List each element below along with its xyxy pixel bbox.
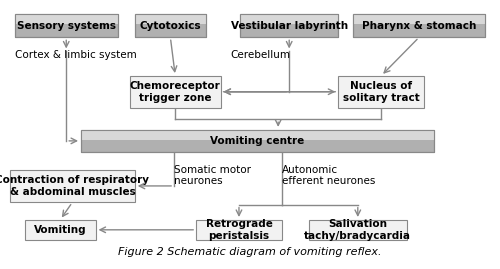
Bar — [135, 14, 206, 24]
Bar — [24, 220, 96, 240]
Bar — [15, 14, 118, 37]
Bar — [353, 14, 485, 24]
Bar — [353, 14, 485, 37]
Text: Somatic motor
neurones: Somatic motor neurones — [174, 165, 251, 186]
Text: Figure 2 Schematic diagram of vomiting reflex.: Figure 2 Schematic diagram of vomiting r… — [118, 247, 382, 257]
Bar — [81, 130, 434, 152]
Bar — [338, 76, 424, 108]
Text: Chemoreceptor
trigger zone: Chemoreceptor trigger zone — [130, 81, 220, 102]
Bar — [353, 14, 485, 37]
Text: Contraction of respiratory
& abdominal muscles: Contraction of respiratory & abdominal m… — [0, 175, 150, 197]
Bar — [15, 14, 118, 37]
Text: Cytotoxics: Cytotoxics — [140, 21, 201, 31]
Bar — [81, 130, 434, 152]
Text: Salivation
tachy/bradycardia: Salivation tachy/bradycardia — [304, 219, 412, 240]
Bar — [10, 169, 135, 202]
Bar — [135, 14, 206, 37]
Bar — [130, 76, 220, 108]
Bar — [240, 14, 338, 37]
Text: Sensory systems: Sensory systems — [17, 21, 116, 31]
Text: Vomiting: Vomiting — [34, 225, 86, 235]
Bar — [196, 220, 282, 240]
Text: Cortex & limbic system: Cortex & limbic system — [15, 50, 136, 60]
Text: Autonomic
efferent neurones: Autonomic efferent neurones — [282, 165, 375, 186]
Bar — [240, 14, 338, 24]
Bar — [240, 14, 338, 37]
Text: Retrograde
peristalsis: Retrograde peristalsis — [206, 219, 272, 240]
Bar — [309, 220, 407, 240]
Text: Nucleus of
solitary tract: Nucleus of solitary tract — [342, 81, 419, 102]
Text: Pharynx & stomach: Pharynx & stomach — [362, 21, 476, 31]
Text: Vomiting centre: Vomiting centre — [210, 136, 304, 146]
Bar — [15, 14, 118, 24]
Text: Vestibular labyrinth: Vestibular labyrinth — [230, 21, 348, 31]
Text: Cerebellum: Cerebellum — [230, 50, 290, 60]
Bar — [81, 130, 434, 140]
Bar — [135, 14, 206, 37]
